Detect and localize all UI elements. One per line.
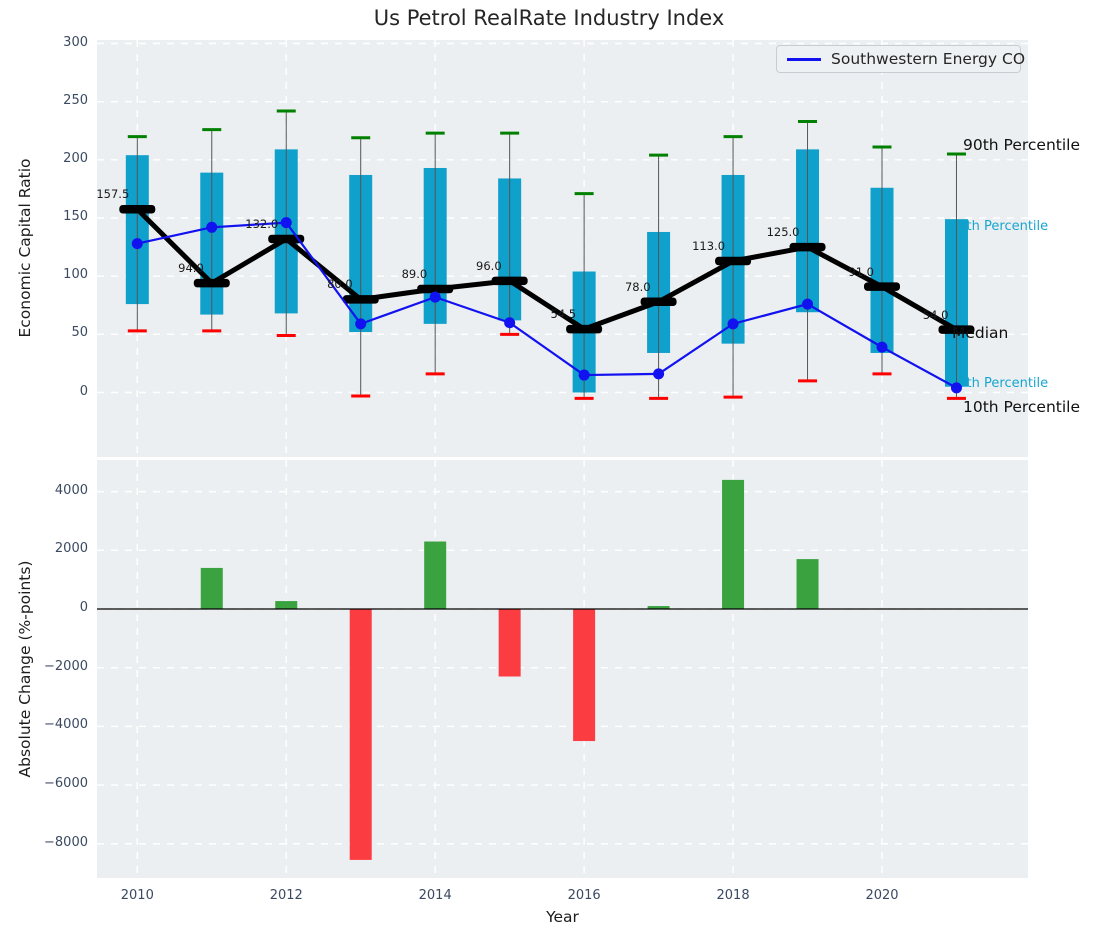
median-marker (566, 324, 603, 334)
legend: Southwestern Energy CO (776, 45, 1025, 73)
bottom-y-tick-label: 0 (79, 600, 88, 615)
median-marker (119, 205, 156, 214)
company-line (137, 221, 957, 389)
median-value-label: 89.0 (401, 266, 428, 281)
legend-line-sample (787, 57, 821, 61)
top-y-tick-label: 0 (79, 383, 88, 399)
percentile-25-label: 25th Percentile (950, 376, 1049, 391)
median-right-label: Median (952, 324, 1009, 342)
x-axis-label: Year (546, 908, 579, 926)
change-bar (722, 479, 745, 609)
bottom-y-tick-label: −2000 (44, 658, 88, 674)
percentile-90-label: 90th Percentile (963, 136, 1081, 154)
company-dot (578, 369, 590, 381)
change-bar (349, 609, 372, 860)
change-bar (573, 609, 596, 742)
change-bar (275, 601, 298, 609)
x-tick-label: 2010 (120, 888, 154, 903)
median-marker (715, 256, 752, 266)
change-bar (200, 567, 223, 609)
bottom-y-tick-label: 2000 (54, 541, 88, 557)
company-dot (950, 382, 962, 394)
bottom-y-tick-label: −6000 (44, 776, 88, 792)
x-tick-label: 2012 (269, 888, 303, 903)
company-dot (653, 368, 665, 380)
median-value-label: 94.0 (178, 261, 204, 276)
median-value-label: 54.5 (550, 307, 577, 322)
company-dot (280, 217, 292, 229)
median-value-label: 80.0 (327, 277, 353, 292)
median-marker (864, 282, 900, 291)
median-marker (789, 242, 826, 252)
change-bar (424, 541, 447, 609)
median-marker (491, 276, 528, 286)
median-marker (193, 278, 230, 288)
median-value-label: 157.5 (96, 187, 130, 202)
median-marker (268, 234, 305, 244)
median-marker (417, 284, 454, 294)
legend-label: Southwestern Energy CO (831, 50, 1026, 68)
median-value-label: 132.0 (245, 216, 279, 231)
top-y-tick-label: 200 (63, 150, 88, 166)
x-tick-label: 2014 (418, 888, 452, 903)
median-value-label: 96.0 (476, 258, 502, 273)
bottom-axes-background (97, 460, 1028, 878)
top-y-tick-label: 300 (63, 34, 88, 50)
company-dot (131, 238, 143, 250)
median-line (135, 207, 958, 332)
median-value-label: 54.0 (922, 307, 949, 322)
x-tick-label: 2018 (716, 888, 750, 903)
bottom-y-tick-label: −8000 (44, 834, 88, 850)
company-dot (355, 318, 367, 330)
top-y-tick-label: 150 (63, 209, 88, 224)
top-y-tick-label: 100 (63, 267, 88, 283)
chart-title: Us Petrol RealRate Industry Index (373, 6, 725, 30)
company-dot (802, 298, 814, 310)
bottom-y-tick-label: 4000 (54, 482, 88, 498)
company-dot (206, 221, 218, 233)
median-value-label: 113.0 (692, 239, 726, 254)
change-bar (498, 609, 521, 677)
bottom-y-tick-label: −4000 (44, 717, 88, 733)
percentile-10-label: 10th Percentile (963, 398, 1081, 416)
x-tick-label: 2020 (865, 888, 899, 903)
change-bar (647, 606, 670, 609)
median-value-label: 78.0 (624, 279, 651, 294)
change-bar (796, 559, 819, 609)
median-marker (938, 325, 975, 334)
median-marker (342, 295, 379, 304)
top-y-tick-label: 50 (71, 325, 88, 341)
company-dot (727, 318, 739, 330)
x-tick-label: 2016 (567, 888, 601, 903)
company-dot (876, 341, 888, 353)
company-dot (504, 317, 516, 329)
company-dot (429, 291, 441, 303)
median-value-label: 125.0 (766, 225, 800, 240)
percentile-75-label: 75th Percentile (950, 219, 1049, 234)
top-y-tick-label: 250 (63, 92, 88, 108)
median-value-label: 91.0 (848, 264, 874, 279)
median-marker (640, 297, 677, 307)
